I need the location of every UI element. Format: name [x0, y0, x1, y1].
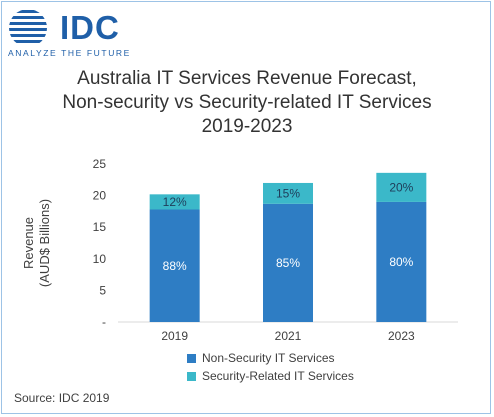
idc-logo: IDC ANALYZE THE FUTURE [8, 8, 148, 58]
data-label-non-security-2023: 80% [389, 255, 413, 269]
chart-title-line-1: Australia IT Services Revenue Forecast, [77, 68, 417, 89]
y-tick-label: 20 [93, 189, 107, 203]
chart-title: Australia IT Services Revenue Forecast, … [0, 67, 494, 139]
globe-icon [9, 10, 47, 43]
data-label-non-security-2021: 85% [276, 256, 300, 270]
x-tick-label-2021: 2021 [275, 329, 302, 343]
bars: 88% 12% 85% 15% 80% 20% [149, 172, 427, 322]
data-label-security-2023: 20% [389, 180, 413, 194]
bar-non-security-2023 [376, 201, 427, 322]
y-axis-ticks: - 5 10 15 20 25 [93, 157, 107, 329]
legend-label-security: Security-Related IT Services [202, 369, 354, 383]
data-label-non-security-2019: 88% [163, 259, 187, 273]
chart-title-line-2: Non-security vs Security-related IT Serv… [62, 92, 432, 113]
y-axis-label: Revenue (AUD$ Billions) [21, 199, 52, 287]
legend-swatch-non-security [187, 353, 196, 363]
y-axis-label-line-1: Revenue [21, 217, 36, 269]
y-axis-label-line-2: (AUD$ Billions) [37, 199, 52, 287]
x-tick-label-2023: 2023 [388, 329, 415, 343]
logo-tagline: ANALYZE THE FUTURE [8, 48, 131, 58]
logo-text: IDC [60, 9, 120, 46]
bar-non-security-2021 [263, 203, 313, 322]
legend-item-non-security: Non-Security IT Services [187, 349, 354, 367]
bar-security-2021 [263, 182, 313, 204]
legend-item-security: Security-Related IT Services [187, 367, 354, 385]
bar-security-2019 [149, 194, 200, 210]
x-axis-ticks: 2019 2021 2023 [161, 329, 415, 343]
data-label-security-2021: 15% [276, 186, 300, 200]
legend: Non-Security IT Services Security-Relate… [187, 349, 354, 385]
legend-label-non-security: Non-Security IT Services [202, 351, 335, 365]
bar-non-security-2019 [149, 209, 200, 322]
y-tick-label: - [102, 315, 106, 329]
data-label-security-2019: 12% [163, 195, 187, 209]
y-tick-label: 5 [99, 283, 106, 297]
y-tick-label: 15 [93, 220, 107, 234]
source-note: Source: IDC 2019 [14, 391, 110, 405]
y-tick-label: 10 [93, 252, 107, 266]
legend-swatch-security [187, 371, 196, 381]
y-tick-label: 25 [93, 157, 107, 171]
chart-title-line-3: 2019-2023 [201, 116, 293, 137]
x-tick-label-2019: 2019 [161, 329, 188, 343]
bar-security-2023 [376, 172, 427, 202]
